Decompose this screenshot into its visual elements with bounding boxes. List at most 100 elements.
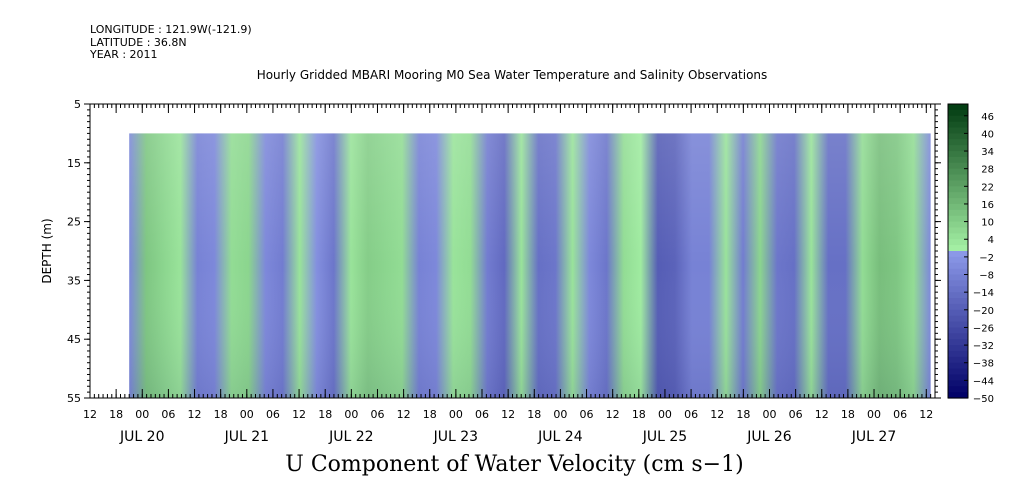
y-tick-label: 15 (67, 157, 81, 170)
colorbar-swatch (948, 109, 968, 117)
colorbar-swatch (948, 145, 968, 152)
x-hour-label: 12 (188, 408, 202, 421)
colorbar-label: 16 (981, 200, 994, 211)
colorbar-swatch (948, 198, 968, 205)
colorbar-swatch (948, 168, 968, 176)
colorbar-label: 34 (981, 147, 994, 158)
colorbar-swatch (948, 215, 968, 223)
x-hour-label: 06 (789, 408, 803, 421)
colorbar-label: −20 (973, 306, 994, 317)
x-hour-label: 12 (501, 408, 515, 421)
colorbar-swatch (948, 203, 968, 211)
x-hour-label: 06 (893, 408, 907, 421)
variable-label: U Component of Water Velocity (cm s−1) (285, 452, 744, 477)
colorbar-swatch (948, 139, 968, 146)
plot-area (89, 103, 936, 399)
colorbar-swatch (948, 309, 968, 317)
velocity-field-shading (129, 133, 931, 398)
colorbar-swatch (948, 151, 968, 158)
colorbar-swatch (948, 174, 968, 182)
x-hour-label: 18 (214, 408, 228, 421)
longitude-label: LONGITUDE : 121.9W(-121.9) (90, 23, 252, 36)
x-day-label: JUL 27 (851, 429, 896, 445)
latitude-label: LATITUDE : 36.8N (90, 35, 187, 49)
colorbar-swatch (948, 386, 968, 393)
x-hour-label: 00 (135, 408, 149, 421)
x-day-label: JUL 22 (328, 429, 373, 445)
colorbar-label: 40 (981, 129, 994, 140)
y-tick-label: 25 (67, 216, 81, 229)
x-hour-label: 00 (449, 408, 463, 421)
y-axis: 5 15 25 35 45 55 (67, 98, 941, 405)
colorbar-swatch (948, 356, 968, 364)
colorbar-swatch (948, 180, 968, 187)
colorbar-swatch (948, 121, 968, 129)
colorbar-label: −2 (979, 253, 994, 264)
colorbar-swatch (948, 321, 968, 329)
colorbar-label: 28 (981, 165, 994, 176)
colorbar-swatch (948, 345, 968, 352)
x-day-label: JUL 20 (119, 429, 164, 445)
x-hour-label: 06 (580, 408, 594, 421)
colorbar-swatch (948, 262, 968, 270)
colorbar-label: 22 (981, 182, 994, 193)
y-axis-label: DEPTH (m) (40, 218, 54, 283)
colorbar-swatch (948, 392, 968, 399)
x-day-label: JUL 21 (224, 429, 269, 445)
colorbar-swatch (948, 233, 968, 240)
x-hour-label: 12 (606, 408, 620, 421)
colorbar-label: −44 (973, 376, 994, 387)
colorbar-label: 4 (988, 235, 994, 246)
colorbar-label: −14 (973, 288, 994, 299)
colorbar-label: −8 (979, 271, 994, 282)
x-hour-label: 00 (553, 408, 567, 421)
colorbar-swatch (948, 315, 968, 323)
x-hour-label: 12 (710, 408, 724, 421)
colorbar-swatch (948, 227, 968, 234)
y-tick-label: 45 (67, 333, 81, 346)
x-hour-label: 06 (475, 408, 489, 421)
x-day-label: JUL 25 (642, 429, 687, 445)
colorbar-swatch (948, 298, 968, 305)
x-day-label: JUL 23 (433, 429, 478, 445)
mooring-metadata: LONGITUDE : 121.9W(-121.9) LATITUDE : 36… (90, 23, 252, 62)
colorbar-swatch (948, 104, 968, 111)
x-hour-label: 18 (109, 408, 123, 421)
x-axis: 12 18 00 06 12 18 00 06 12 18 00 06 12 18 00 06 12 18 00 06… (83, 104, 936, 445)
x-hour-label: 12 (919, 408, 933, 421)
x-day-label: JUL 26 (746, 429, 792, 445)
colorbar-swatch (948, 256, 968, 264)
x-hour-label: 06 (684, 408, 698, 421)
x-day-label: JUL 24 (537, 429, 583, 445)
colorbar-swatch (948, 209, 968, 217)
x-hour-label: 18 (527, 408, 541, 421)
colorbar-swatch (948, 350, 968, 358)
colorbar-swatch (948, 368, 968, 376)
x-hour-label: 00 (658, 408, 672, 421)
colorbar-swatch (948, 221, 968, 229)
colorbar-label: −38 (973, 359, 994, 370)
colorbar-swatch (948, 156, 968, 164)
colorbar-label: −50 (973, 394, 994, 405)
colorbar-swatch (948, 268, 968, 276)
colorbar-swatch (948, 245, 968, 252)
colorbar-frame (947, 103, 969, 399)
y-tick-label: 5 (74, 98, 81, 111)
colorbar-swatch (948, 186, 968, 193)
colorbar: 46 40 34 28 22 16 10 4 −2 −8 −14 −20 −26 −32 −38 −44 −50 (947, 103, 994, 405)
colorbar-swatch (948, 239, 968, 246)
x-hour-label: 18 (632, 408, 646, 421)
x-hour-label: 12 (815, 408, 829, 421)
colorbar-swatch (948, 303, 968, 311)
colorbar-swatch (948, 274, 968, 281)
x-hour-label: 18 (841, 408, 855, 421)
colorbar-label: −32 (973, 341, 994, 352)
y-tick-label: 55 (67, 392, 81, 405)
colorbar-swatch (948, 162, 968, 170)
x-hour-label: 00 (240, 408, 254, 421)
x-hour-label: 12 (83, 408, 97, 421)
colorbar-swatch (948, 192, 968, 199)
colorbar-swatch (948, 374, 968, 381)
x-hour-label: 18 (736, 408, 750, 421)
